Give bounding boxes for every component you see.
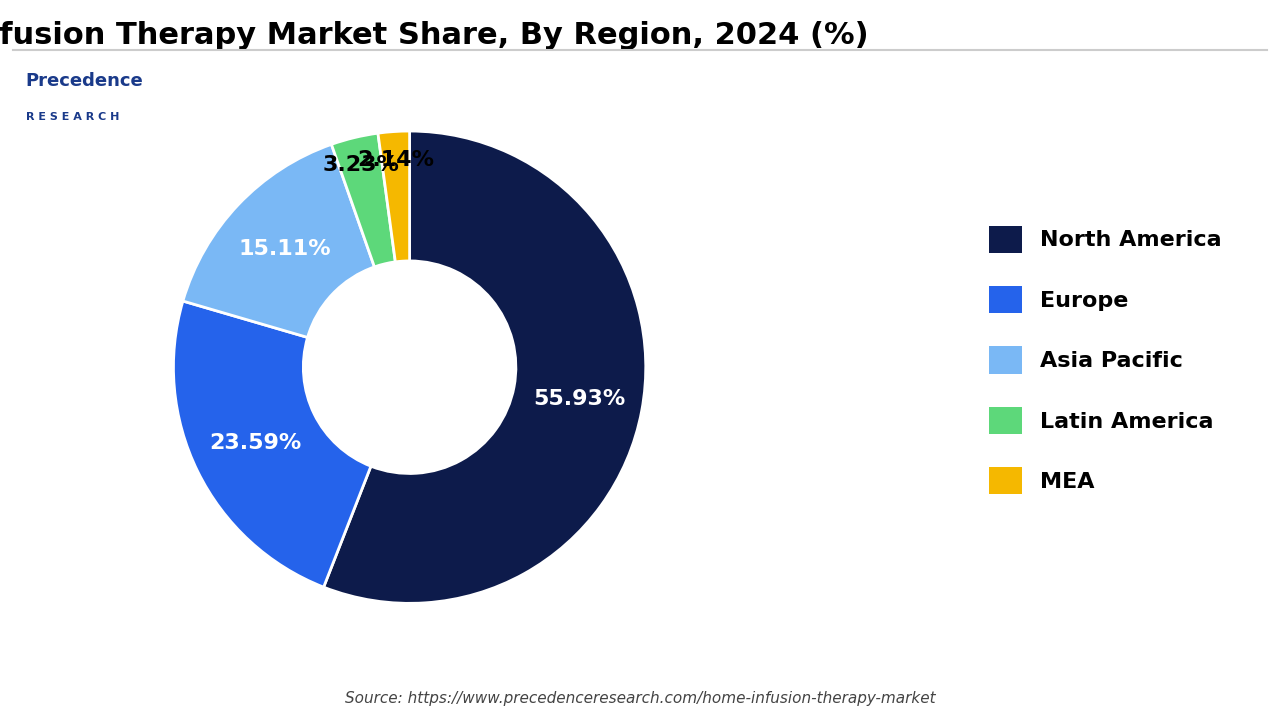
Text: 2.14%: 2.14% [357,150,434,170]
Text: Precedence: Precedence [26,72,143,90]
Text: Source: https://www.precedenceresearch.com/home-infusion-therapy-market: Source: https://www.precedenceresearch.c… [344,690,936,706]
Wedge shape [378,131,410,262]
Text: 23.59%: 23.59% [209,433,301,454]
Wedge shape [183,144,375,338]
Text: R E S E A R C H: R E S E A R C H [26,112,119,122]
Wedge shape [324,131,645,603]
Wedge shape [332,133,396,267]
Title: Home Infusion Therapy Market Share, By Region, 2024 (%): Home Infusion Therapy Market Share, By R… [0,21,868,50]
Text: 15.11%: 15.11% [238,238,330,258]
Legend: North America, Europe, Asia Pacific, Latin America, MEA: North America, Europe, Asia Pacific, Lat… [980,217,1230,503]
Text: 3.23%: 3.23% [323,155,399,175]
Wedge shape [174,301,371,587]
Text: 55.93%: 55.93% [532,389,625,409]
